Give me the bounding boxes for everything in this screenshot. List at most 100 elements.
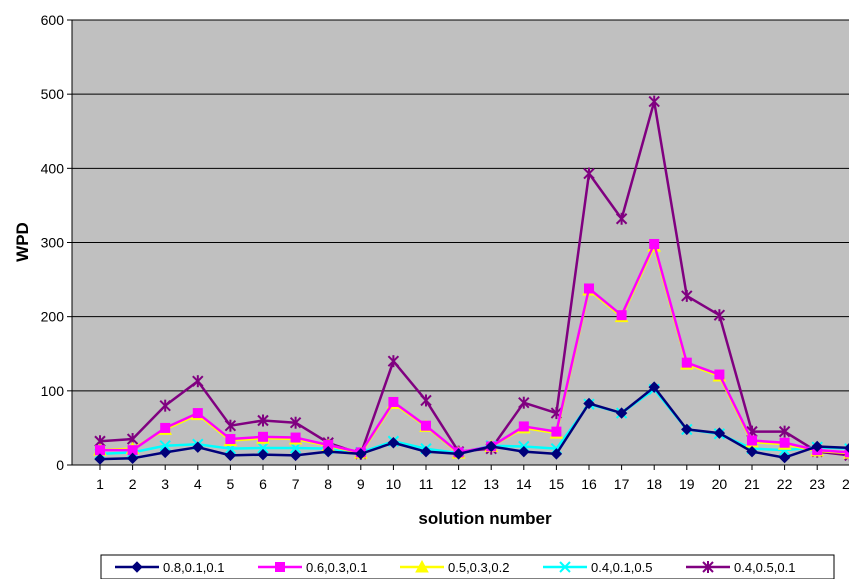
legend-item-5: 0.4,0.5,0.1 [686,560,795,575]
data-point [649,238,660,249]
data-point [159,446,171,459]
legend-item-4: 0.4,0.1,0.5 [543,560,652,575]
data-point [648,95,660,108]
legend-item-3: 0.5,0.3,0.2 [400,559,509,575]
data-point [844,447,849,458]
data-point [257,448,269,461]
data-point [420,394,432,407]
data-point [355,448,367,460]
data-point [844,443,849,453]
data-point [192,441,204,453]
data-point-stroke [559,561,571,573]
x-tick-label: 7 [292,476,300,492]
data-point [584,283,594,294]
x-tick-label: 22 [777,476,793,492]
data-point [518,421,529,432]
data-point [747,435,757,446]
x-tick-label: 5 [227,476,235,492]
data-point [452,448,465,460]
x-tick-label: 3 [161,476,169,492]
data-point [258,431,268,442]
x-tick-label: 12 [451,476,467,492]
data-point-stroke [844,454,849,462]
data-point [551,426,562,437]
data-point [224,449,237,462]
data-point [94,453,106,465]
legend-label: 0.4,0.5,0.1 [734,560,795,575]
data-point [126,452,139,465]
data-point [322,445,334,458]
x-tick-label: 18 [646,476,662,492]
x-tick-label: 9 [357,476,365,492]
data-point [615,212,628,225]
data-point [289,449,302,462]
legend-item-1: 0.8,0.1,0.1 [115,560,224,575]
y-tick-label: 500 [41,86,65,102]
data-point [616,310,627,321]
x-tick-label: 14 [516,476,532,492]
x-tick-label: 1 [96,476,104,492]
x-tick-label: 20 [712,476,728,492]
data-point [275,562,285,572]
x-tick-label: 24 [842,476,849,492]
data-point [225,434,236,445]
data-point-stroke [159,440,171,452]
data-point [550,448,563,460]
data-point [257,442,269,454]
legend-item-2: 0.6,0.3,0.1 [258,560,367,575]
legend-label: 0.4,0.1,0.5 [591,560,652,575]
legend: 0.8,0.1,0.1 0.6,0.3,0.1 0.5,0.3,0.2 0.4,0.1… [100,554,835,579]
data-point [778,451,791,464]
x-tick-label: 15 [549,476,565,492]
gridlines [72,19,849,392]
x-tick-label: 23 [809,476,825,492]
legend-label: 0.8,0.1,0.1 [163,560,224,575]
data-point [289,442,302,454]
data-point [290,432,301,443]
data-point [224,419,237,432]
data-point [387,437,400,449]
y-tick-label: 400 [41,160,65,176]
data-point [192,375,204,388]
data-point [95,445,105,456]
data-point [779,437,790,448]
data-point [160,422,171,433]
data-point [559,561,571,573]
y-axis-ticks: 0 100 200 300 400 500 600 [41,12,849,473]
data-point [289,416,302,429]
y-tick-label: 600 [41,12,65,28]
data-point-stroke [289,442,302,454]
data-point [518,445,530,458]
x-axis-ticks: 1234567891011121314151617181920212223242… [96,465,849,492]
data-point [257,414,269,427]
data-point-stroke [257,442,269,454]
x-tick-label: 6 [259,476,267,492]
data-point [583,167,595,180]
y-tick-label: 200 [41,309,65,325]
data-point [811,440,823,453]
legend-label: 0.5,0.3,0.2 [448,560,509,575]
data-point [387,355,400,368]
x-tick-label: 10 [386,476,402,492]
x-tick-label: 17 [614,476,630,492]
data-point [159,440,171,452]
data-point [415,559,429,573]
data-point [713,309,726,322]
data-point [583,397,595,410]
data-point [702,561,714,573]
x-tick-label: 21 [744,476,760,492]
y-tick-label: 300 [41,235,65,251]
data-point [420,445,432,458]
data-point [778,425,791,438]
data-point [746,445,758,458]
x-tick-label: 16 [581,476,597,492]
data-point [485,440,497,453]
data-point [615,407,628,419]
series-layer [93,95,849,465]
data-point [681,289,693,302]
data-point [388,396,399,407]
x-tick-label: 13 [483,476,499,492]
legend-label: 0.6,0.3,0.1 [306,560,367,575]
x-tick-label: 19 [679,476,695,492]
